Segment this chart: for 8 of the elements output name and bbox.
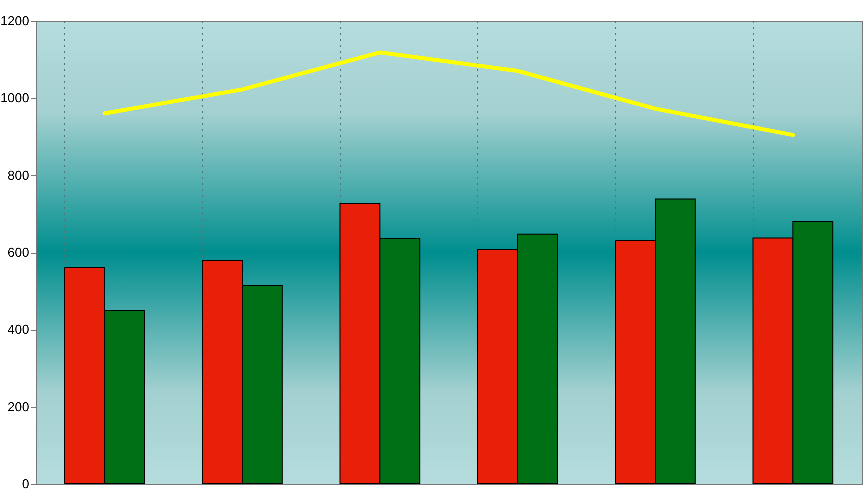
y-tick-label: 1200	[0, 14, 30, 28]
y-tick-label: 200	[8, 399, 30, 414]
y-tick-label: 0	[22, 476, 30, 492]
y-tick-label: 1000	[0, 90, 30, 106]
y-tick-label: 400	[8, 322, 30, 338]
line-series	[102, 50, 796, 138]
y-tick-label: 600	[8, 245, 30, 260]
y-tick-label: 800	[8, 168, 30, 183]
